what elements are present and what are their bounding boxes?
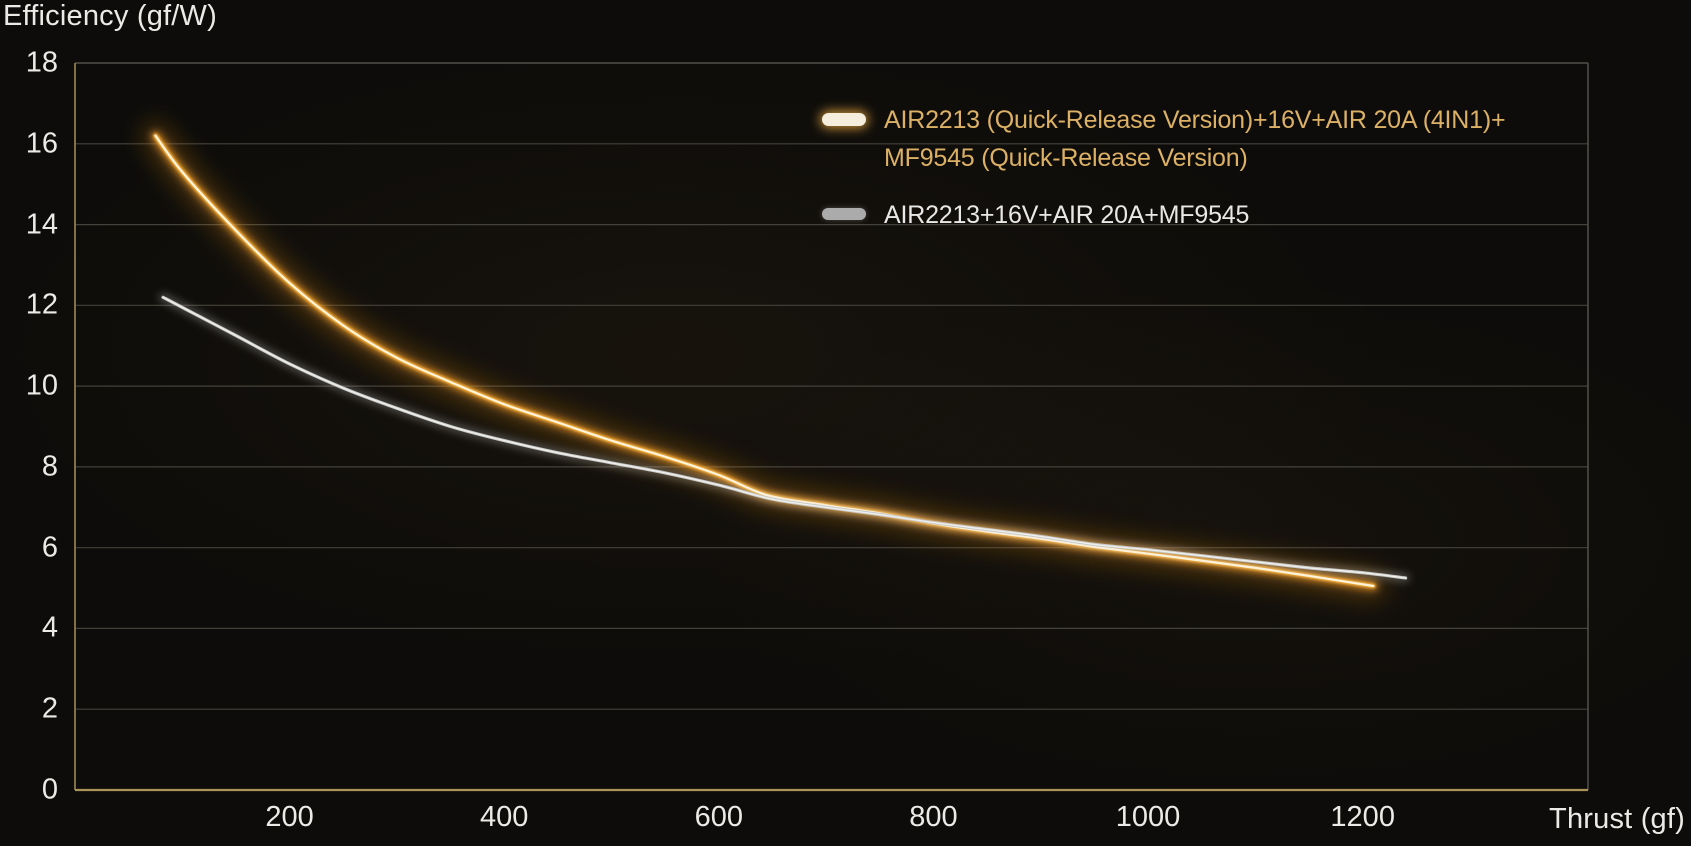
legend-label-quick-release-line1: AIR2213 (Quick-Release Version)+16V+AIR … [884, 106, 1506, 134]
y-tick-label-8: 8 [41, 450, 58, 483]
legend-label-quick-release: AIR2213 (Quick-Release Version)+16V+AIR … [884, 101, 1506, 177]
y-tick-label-10: 10 [25, 369, 58, 402]
y-tick-label-2: 2 [41, 692, 58, 725]
y-tick-label-14: 14 [25, 208, 58, 241]
y-tick-label-16: 16 [25, 127, 58, 160]
legend-label-standard: AIR2213+16V+AIR 20A+MF9545 [884, 201, 1250, 229]
y-tick-label-18: 18 [25, 46, 58, 79]
legend-label-quick-release-line2: MF9545 (Quick-Release Version) [884, 144, 1248, 172]
series-line-standard [162, 296, 1407, 579]
y-tick-label-4: 4 [41, 611, 58, 644]
x-tick-label-400: 400 [479, 801, 529, 833]
x-axis-title: Thrust (gf) [1549, 803, 1685, 835]
legend-item-standard: AIR2213+16V+AIR 20A+MF9545 [822, 196, 1249, 234]
x-tick-label-600: 600 [694, 801, 743, 833]
legend-swatch-standard [822, 208, 866, 220]
legend-item-quick-release: AIR2213 (Quick-Release Version)+16V+AIR … [822, 101, 1506, 177]
y-tick-label-6: 6 [41, 531, 58, 564]
y-axis-title: Efficiency (gf/W) [3, 0, 217, 32]
y-tick-label-0: 0 [41, 773, 58, 806]
legend-swatch-quick-release [822, 113, 866, 126]
x-tick-label-1000: 1000 [1115, 801, 1181, 833]
y-tick-label-12: 12 [25, 288, 58, 321]
x-tick-label-1200: 1200 [1330, 801, 1395, 833]
x-tick-label-800: 800 [909, 801, 958, 833]
x-tick-label-200: 200 [265, 801, 314, 833]
